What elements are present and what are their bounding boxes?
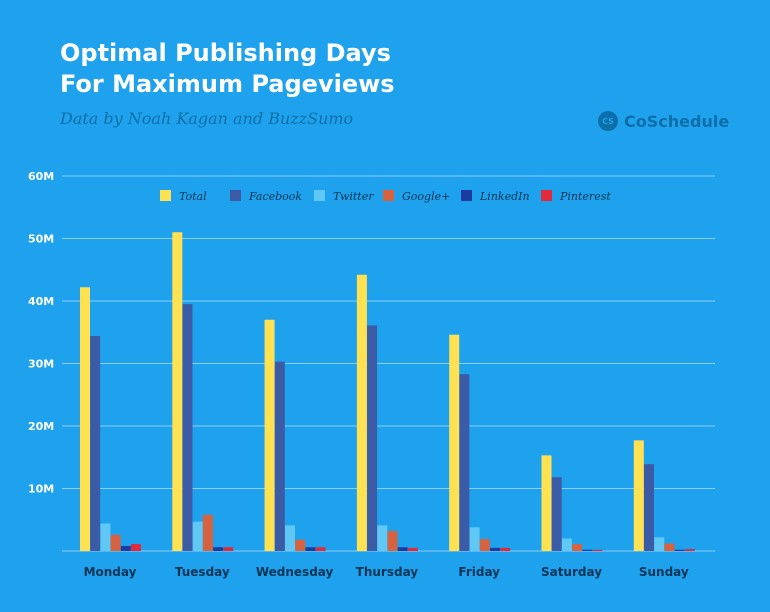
y-tick-label: 10M bbox=[28, 483, 54, 496]
y-tick-label: 60M bbox=[28, 170, 54, 183]
bar-total-monday bbox=[80, 287, 90, 551]
x-tick-label: Monday bbox=[84, 565, 137, 579]
bar-total-sunday bbox=[633, 440, 644, 551]
x-tick-label: Wednesday bbox=[256, 565, 334, 579]
bar-pinterest-friday bbox=[500, 547, 511, 551]
bar-facebook-wednesday bbox=[274, 361, 285, 551]
x-tick-label: Sunday bbox=[639, 565, 689, 579]
legend-swatch bbox=[383, 190, 394, 201]
bar-linkedin-sunday bbox=[674, 549, 685, 551]
bar-linkedin-tuesday bbox=[213, 547, 224, 551]
bar-linkedin-wednesday bbox=[305, 547, 316, 551]
bar-facebook-saturday bbox=[551, 477, 562, 551]
chart-title-line-2: For Maximum Pageviews bbox=[60, 70, 395, 98]
bar-facebook-tuesday bbox=[182, 304, 193, 551]
bar-facebook-sunday bbox=[644, 464, 654, 551]
bar-pinterest-saturday bbox=[592, 549, 603, 551]
bar-total-thursday bbox=[356, 274, 367, 551]
y-tick-label: 50M bbox=[28, 233, 54, 246]
bar-total-friday bbox=[449, 334, 460, 551]
bar-google-monday bbox=[110, 534, 121, 551]
bar-total-tuesday bbox=[172, 232, 183, 551]
legend-swatch bbox=[541, 190, 552, 201]
x-tick-label: Saturday bbox=[541, 565, 602, 579]
bar-twitter-tuesday bbox=[192, 521, 203, 551]
bar-pinterest-monday bbox=[131, 544, 141, 551]
x-tick-label: Tuesday bbox=[175, 565, 230, 579]
bar-pinterest-thursday bbox=[407, 547, 418, 551]
bar-twitter-wednesday bbox=[285, 525, 295, 551]
bar-google-thursday bbox=[387, 531, 398, 551]
legend-swatch bbox=[314, 190, 325, 201]
legend-label: LinkedIn bbox=[479, 190, 530, 203]
bar-pinterest-wednesday bbox=[315, 547, 326, 551]
bar-twitter-sunday bbox=[654, 537, 665, 551]
legend-swatch bbox=[230, 190, 241, 201]
bar-linkedin-friday bbox=[490, 547, 500, 551]
legend-swatch bbox=[461, 190, 472, 201]
bar-facebook-thursday bbox=[367, 325, 378, 551]
legend-label: Pinterest bbox=[559, 190, 611, 203]
legend-label: Twitter bbox=[333, 190, 374, 203]
bar-twitter-thursday bbox=[377, 525, 388, 551]
y-tick-label: 20M bbox=[28, 420, 54, 433]
y-tick-label: 40M bbox=[28, 295, 54, 308]
bar-total-wednesday bbox=[264, 319, 275, 551]
bar-pinterest-tuesday bbox=[223, 547, 234, 551]
bar-linkedin-thursday bbox=[397, 547, 408, 551]
bar-twitter-friday bbox=[469, 527, 480, 551]
chart-title-line-1: Optimal Publishing Days bbox=[60, 39, 391, 67]
bar-google-sunday bbox=[664, 543, 675, 551]
bar-google-friday bbox=[479, 539, 490, 551]
x-tick-label: Friday bbox=[458, 565, 500, 579]
bar-twitter-saturday bbox=[561, 538, 572, 551]
brand-name: CoSchedule bbox=[624, 111, 730, 131]
x-tick-label: Thursday bbox=[356, 565, 419, 579]
legend-label: Facebook bbox=[248, 190, 302, 203]
bar-google-saturday bbox=[572, 544, 583, 551]
y-tick-label: 30M bbox=[28, 358, 54, 371]
coschedule-logo-icon: CS bbox=[598, 111, 618, 131]
brand-logo: CS CoSchedule bbox=[598, 111, 729, 131]
legend-label: Total bbox=[179, 190, 207, 203]
legend-swatch bbox=[160, 190, 171, 201]
bar-total-saturday bbox=[541, 455, 552, 551]
bar-linkedin-monday bbox=[120, 546, 131, 551]
bar-pinterest-sunday bbox=[684, 549, 695, 551]
bar-facebook-monday bbox=[90, 336, 101, 551]
legend-label: Google+ bbox=[402, 190, 450, 203]
chart-subtitle: Data by Noah Kagan and BuzzSumo bbox=[60, 109, 354, 128]
bar-google-wednesday bbox=[295, 539, 306, 551]
chart-title: Optimal Publishing Days For Maximum Page… bbox=[60, 38, 395, 100]
bar-linkedin-saturday bbox=[582, 549, 593, 551]
bar-twitter-monday bbox=[100, 523, 111, 551]
bar-google-tuesday bbox=[202, 514, 213, 551]
bar-facebook-friday bbox=[459, 374, 470, 551]
